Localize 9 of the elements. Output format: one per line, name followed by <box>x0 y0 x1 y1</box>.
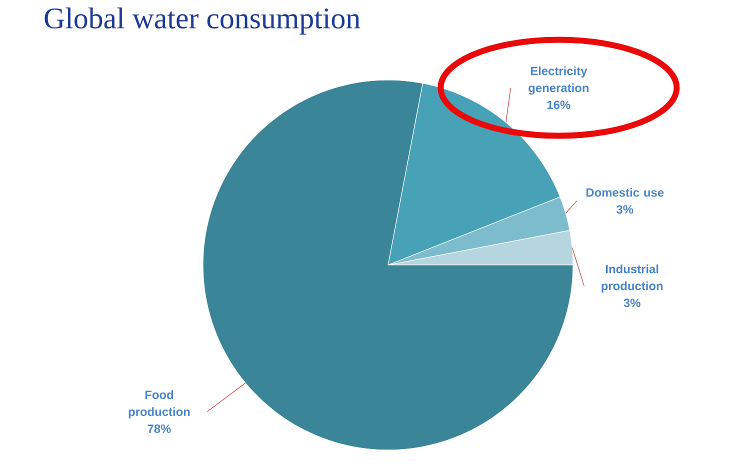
slice-label: Food production <box>128 390 190 418</box>
chart-title: Global water consumption <box>44 8 360 35</box>
data-label: 3% <box>624 298 640 308</box>
data-label: 78% <box>148 424 171 433</box>
data-label: 3% <box>616 205 634 214</box>
slice-label: Electricity generation <box>528 66 588 95</box>
slice-label: Domestic use <box>586 188 664 197</box>
slice-label: Industrial production <box>602 264 663 293</box>
data-label: 16% <box>547 100 570 110</box>
